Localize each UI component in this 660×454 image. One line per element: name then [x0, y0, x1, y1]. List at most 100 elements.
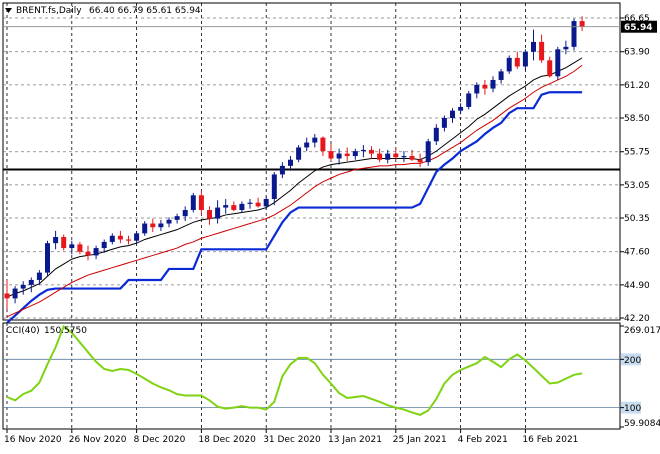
candle-body	[401, 156, 407, 158]
x-tick-label: 16 Nov 2020	[4, 435, 62, 445]
x-tick-label: 26 Nov 2020	[69, 435, 127, 445]
indicator-panel-frame	[2, 322, 621, 430]
candle-body	[247, 202, 253, 204]
candle-body	[385, 153, 391, 160]
candle-body	[531, 41, 536, 52]
candle-body	[207, 210, 212, 219]
candle-body	[450, 110, 455, 118]
candle-body	[12, 288, 18, 299]
candle-body	[288, 159, 293, 166]
price-tick-label: 50.35	[624, 214, 650, 224]
candle-body	[28, 279, 34, 285]
candle-body	[555, 49, 561, 77]
candle-body	[61, 237, 67, 249]
candle-body	[85, 251, 91, 256]
candle-body	[190, 195, 196, 211]
candle-body	[466, 93, 472, 107]
symbol-header: BRENT.fs,Daily	[16, 6, 82, 16]
candle-body	[547, 60, 553, 77]
candle-body	[20, 284, 26, 289]
candle-body	[134, 233, 140, 241]
candle-body	[215, 207, 221, 219]
candle-body	[109, 235, 115, 242]
candle-body	[433, 127, 439, 142]
cci-level-tag	[621, 401, 641, 414]
candle-body	[150, 223, 156, 228]
price-tick-label: 53.05	[624, 181, 650, 191]
candle-body	[77, 244, 83, 252]
fast-ma-line	[6, 57, 583, 298]
candle-body	[336, 153, 342, 159]
candle-body	[409, 156, 415, 160]
candle-body	[174, 216, 180, 220]
price-tick-label: 42.20	[624, 314, 650, 324]
candle-body	[441, 118, 447, 128]
x-tick-label: 8 Dec 2020	[134, 435, 186, 445]
x-tick-label: 4 Feb 2021	[458, 435, 508, 445]
x-tick-label: 25 Jan 2021	[393, 435, 447, 445]
candle-body	[571, 21, 577, 47]
current-price-tag	[621, 20, 657, 33]
candle-body	[522, 51, 528, 67]
candle-body	[198, 195, 204, 211]
candle-body	[45, 243, 50, 273]
candle-body	[352, 151, 358, 157]
slow-ma-line	[6, 64, 583, 318]
candle-body	[93, 248, 99, 256]
price-tick-label: 58.50	[624, 114, 650, 124]
candle-body	[474, 84, 480, 94]
lower-band-line	[6, 91, 583, 324]
candle-body	[296, 147, 302, 160]
candle-body	[117, 235, 123, 240]
candle-body	[231, 205, 237, 211]
candle-body	[506, 57, 512, 72]
price-tick-label: 55.75	[624, 148, 650, 158]
candle-body	[563, 46, 569, 50]
candle-body	[126, 239, 131, 241]
candle-body	[142, 223, 148, 234]
cci-label: CCI(40)	[6, 326, 40, 336]
cci-tick-label: 200	[624, 356, 641, 366]
candle-body	[255, 202, 261, 207]
candle-body	[312, 137, 318, 143]
candle-body	[271, 174, 277, 199]
candle-body	[482, 84, 488, 89]
price-tick-label: 44.90	[624, 281, 650, 291]
candle-body	[377, 153, 383, 160]
candle-body	[393, 153, 399, 158]
candle-body	[4, 293, 10, 299]
x-tick-label: 13 Jan 2021	[328, 435, 382, 445]
price-tick-label: 66.65	[624, 14, 650, 24]
candle-body	[279, 165, 285, 175]
x-tick-label: 16 Feb 2021	[522, 435, 578, 445]
candle-body	[328, 151, 334, 159]
x-tick-label: 18 Dec 2020	[198, 435, 256, 445]
candle-body	[69, 244, 75, 249]
price-panel-frame	[2, 2, 621, 321]
candle-body	[36, 272, 42, 280]
candle-body	[239, 203, 245, 211]
candle-body	[425, 141, 431, 163]
candle-body	[182, 210, 188, 217]
candle-body	[344, 153, 350, 157]
price-tick-label: 47.60	[624, 248, 650, 258]
cci-level-tag	[621, 353, 641, 366]
candle-body	[166, 219, 172, 224]
candle-body	[53, 237, 59, 244]
candle-body	[458, 106, 464, 111]
candle-body	[490, 79, 496, 89]
cci-line	[6, 324, 583, 416]
candle-body	[498, 71, 504, 80]
candle-body	[369, 149, 374, 154]
price-tick-label: 61.20	[624, 81, 650, 91]
candle-body	[320, 137, 326, 152]
x-tick-label: 31 Dec 2020	[263, 435, 321, 445]
candle-body	[514, 57, 520, 67]
candle-body	[360, 149, 366, 152]
ohlc-header: 66.40 66.79 65.61 65.94	[89, 6, 201, 16]
price-tick-label: 63.90	[624, 48, 650, 58]
candle-body	[101, 241, 107, 249]
candle-body	[304, 142, 310, 148]
